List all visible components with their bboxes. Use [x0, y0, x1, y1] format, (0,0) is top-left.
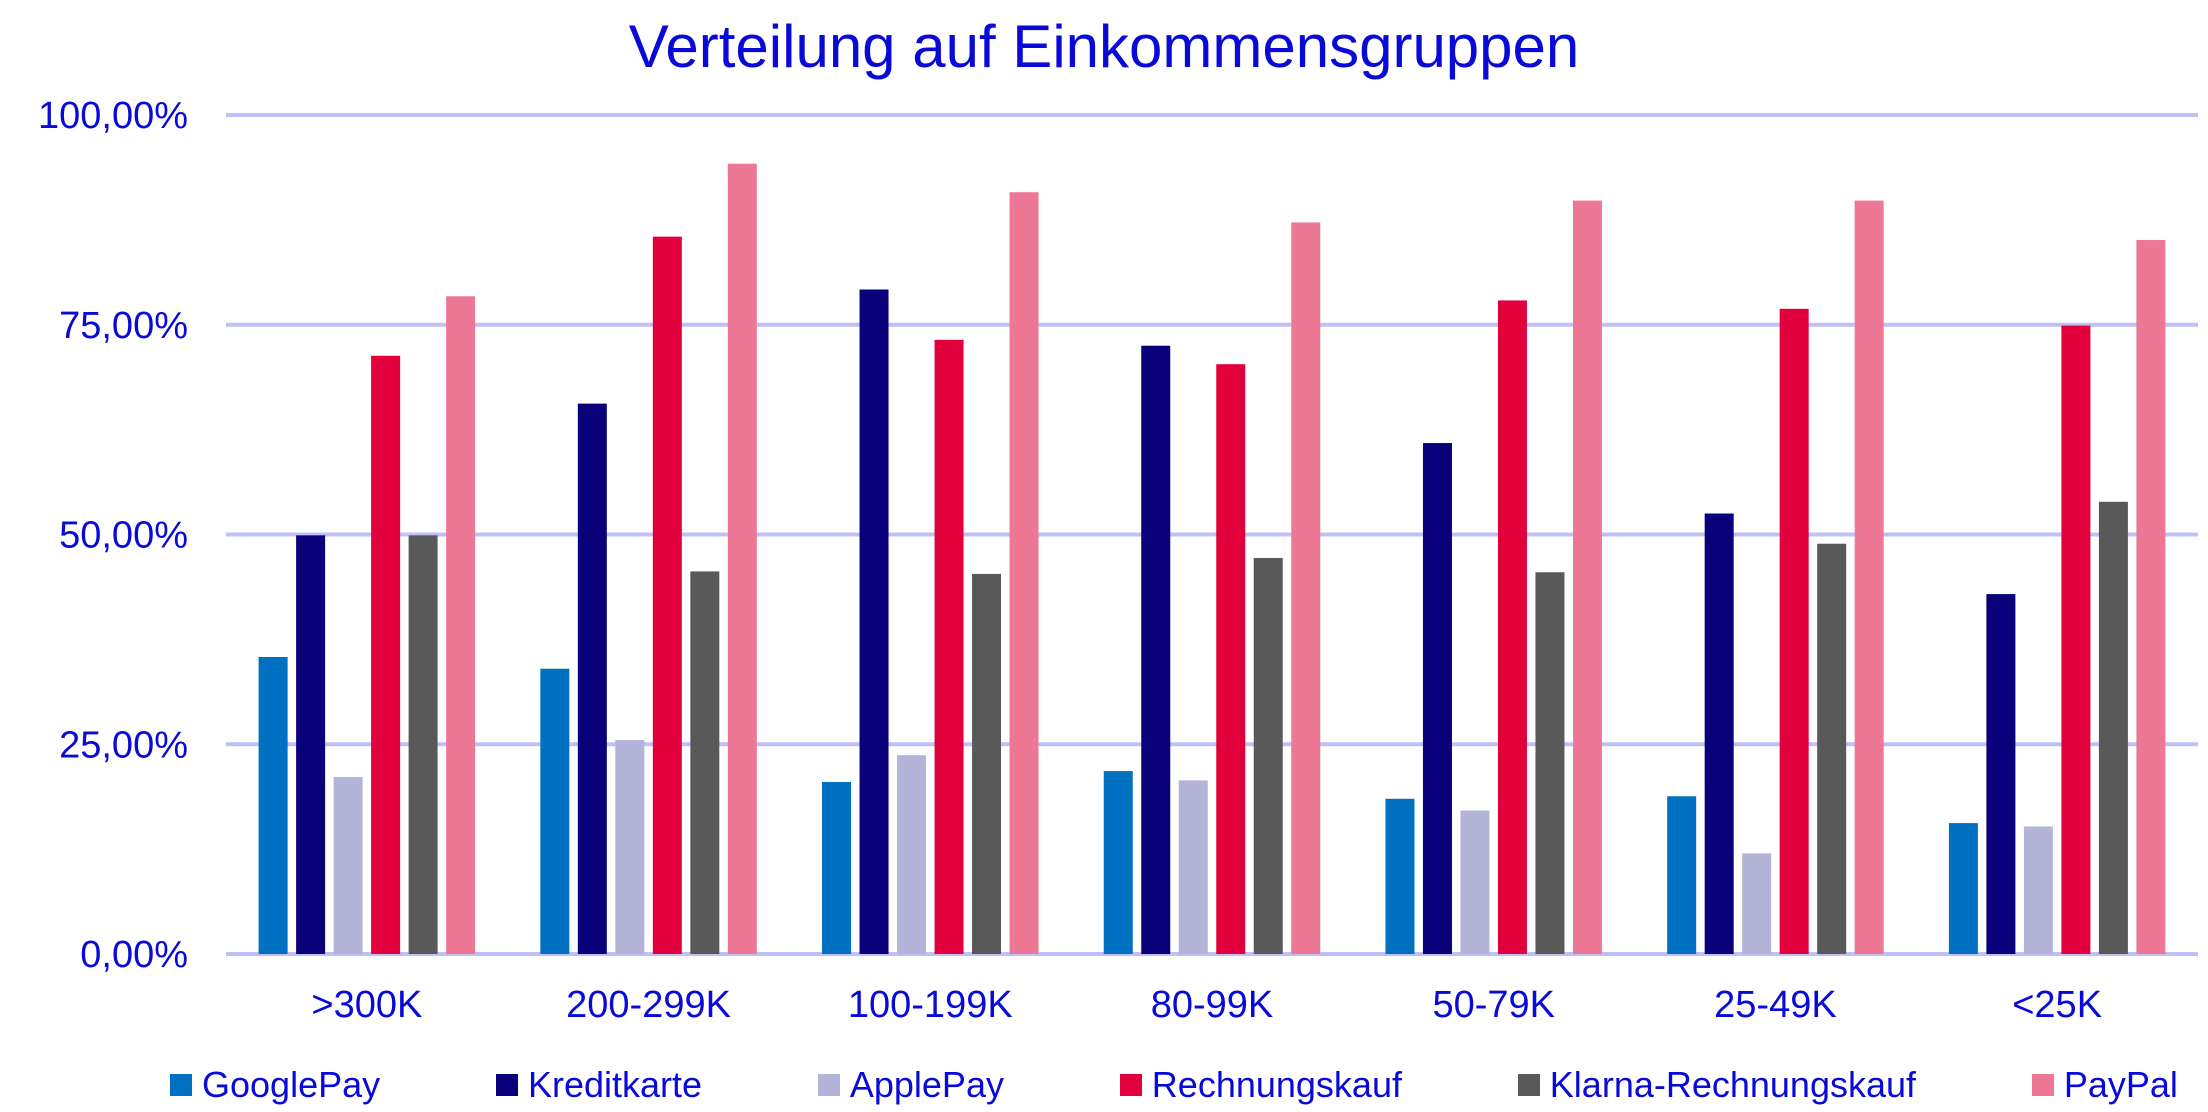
x-tick-label: 80-99K — [1151, 984, 1274, 1026]
legend-item: Kreditkarte — [495, 1064, 703, 1106]
y-tick-label: 75,00% — [59, 305, 188, 347]
bar-applepay-0 — [333, 776, 363, 954]
legend-label: PayPal — [2063, 1064, 2178, 1105]
y-tick-label: 100,00% — [38, 95, 188, 137]
x-tick-label: 25-49K — [1714, 984, 1837, 1026]
bar-klarna-rechnungskauf-0 — [408, 535, 438, 954]
bar-rechnungskauf-3 — [1216, 364, 1246, 955]
bar-paypal-2 — [1009, 192, 1039, 955]
bar-kreditkarte-1 — [577, 403, 607, 955]
legend-swatch — [817, 1074, 840, 1096]
bar-paypal-0 — [446, 296, 476, 954]
bar-rechnungskauf-1 — [652, 236, 682, 954]
bar-klarna-rechnungskauf-2 — [972, 573, 1002, 954]
bar-kreditkarte-3 — [1141, 345, 1171, 955]
legend-item: GooglePay — [170, 1064, 380, 1106]
bar-paypal-4 — [1572, 200, 1602, 954]
bar-paypal-3 — [1291, 222, 1321, 955]
bar-googlepay-1 — [540, 668, 570, 954]
bar-kreditkarte-6 — [1986, 594, 2016, 954]
x-tick-label: 200-299K — [566, 984, 731, 1026]
bar-rechnungskauf-5 — [1779, 308, 1809, 955]
y-tick-label: 25,00% — [59, 724, 188, 766]
bar-klarna-rechnungskauf-1 — [690, 571, 720, 954]
x-tick-label: <25K — [2012, 984, 2102, 1026]
legend-item: Klarna-Rechnungskauf — [1517, 1064, 1917, 1106]
bar-applepay-5 — [1742, 853, 1772, 954]
bar-rechnungskauf-0 — [371, 355, 401, 955]
bar-rechnungskauf-2 — [934, 339, 964, 954]
bar-kreditkarte-0 — [296, 535, 326, 954]
legend-label: Rechnungskauf — [1151, 1064, 1402, 1105]
bar-googlepay-3 — [1103, 771, 1133, 954]
legend-label: Klarna-Rechnungskauf — [1549, 1064, 1917, 1105]
legend-swatch — [495, 1074, 518, 1096]
bar-googlepay-0 — [258, 656, 288, 954]
legend-item: Rechnungskauf — [1119, 1064, 1402, 1106]
bar-rechnungskauf-4 — [1497, 300, 1527, 954]
legend: GooglePay Kreditkarte ApplePay Rechnungskau… — [170, 1060, 2178, 1110]
legend-label: Kreditkarte — [527, 1064, 703, 1105]
legend-item: PayPal — [2031, 1064, 2178, 1106]
legend-item: ApplePay — [817, 1064, 1004, 1106]
bar-googlepay-2 — [822, 782, 852, 954]
bar-klarna-rechnungskauf-5 — [1817, 543, 1847, 954]
legend-swatch — [1119, 1074, 1142, 1096]
bar-kreditkarte-4 — [1422, 443, 1452, 954]
bar-kreditkarte-2 — [859, 289, 889, 955]
bar-googlepay-6 — [1948, 823, 1978, 954]
x-tick-label: 100-199K — [848, 984, 1013, 1026]
legend-swatch — [1517, 1074, 1540, 1096]
bar-klarna-rechnungskauf-6 — [2098, 501, 2128, 954]
legend-label: ApplePay — [849, 1064, 1004, 1105]
bar-rechnungskauf-6 — [2061, 325, 2091, 954]
bar-kreditkarte-5 — [1704, 513, 1734, 954]
bar-applepay-1 — [615, 740, 645, 954]
bar-chart: 0,00% 25,00% 50,00% 75,00% 100,00% >300K 200-2… — [38, 95, 2198, 1026]
bar-paypal-5 — [1854, 200, 1884, 954]
bar-applepay-2 — [897, 755, 927, 954]
bar-applepay-3 — [1178, 780, 1208, 954]
bar-googlepay-4 — [1385, 798, 1415, 954]
bar-paypal-1 — [727, 163, 757, 955]
x-tick-label: 50-79K — [1432, 984, 1555, 1026]
bar-applepay-6 — [2023, 826, 2053, 954]
x-tick-label: >300K — [311, 984, 422, 1026]
legend-swatch — [170, 1074, 192, 1096]
bar-paypal-6 — [2136, 240, 2166, 955]
y-tick-label: 0,00% — [80, 934, 188, 976]
y-tick-label: 50,00% — [59, 515, 188, 557]
legend-label: GooglePay — [202, 1064, 381, 1105]
legend-swatch — [2031, 1074, 2054, 1096]
bar-klarna-rechnungskauf-4 — [1535, 572, 1565, 954]
chart-title: Verteilung auf Einkommensgruppen — [628, 13, 1580, 80]
bar-googlepay-5 — [1667, 796, 1697, 954]
bar-klarna-rechnungskauf-3 — [1253, 557, 1283, 954]
bar-applepay-4 — [1460, 810, 1490, 954]
